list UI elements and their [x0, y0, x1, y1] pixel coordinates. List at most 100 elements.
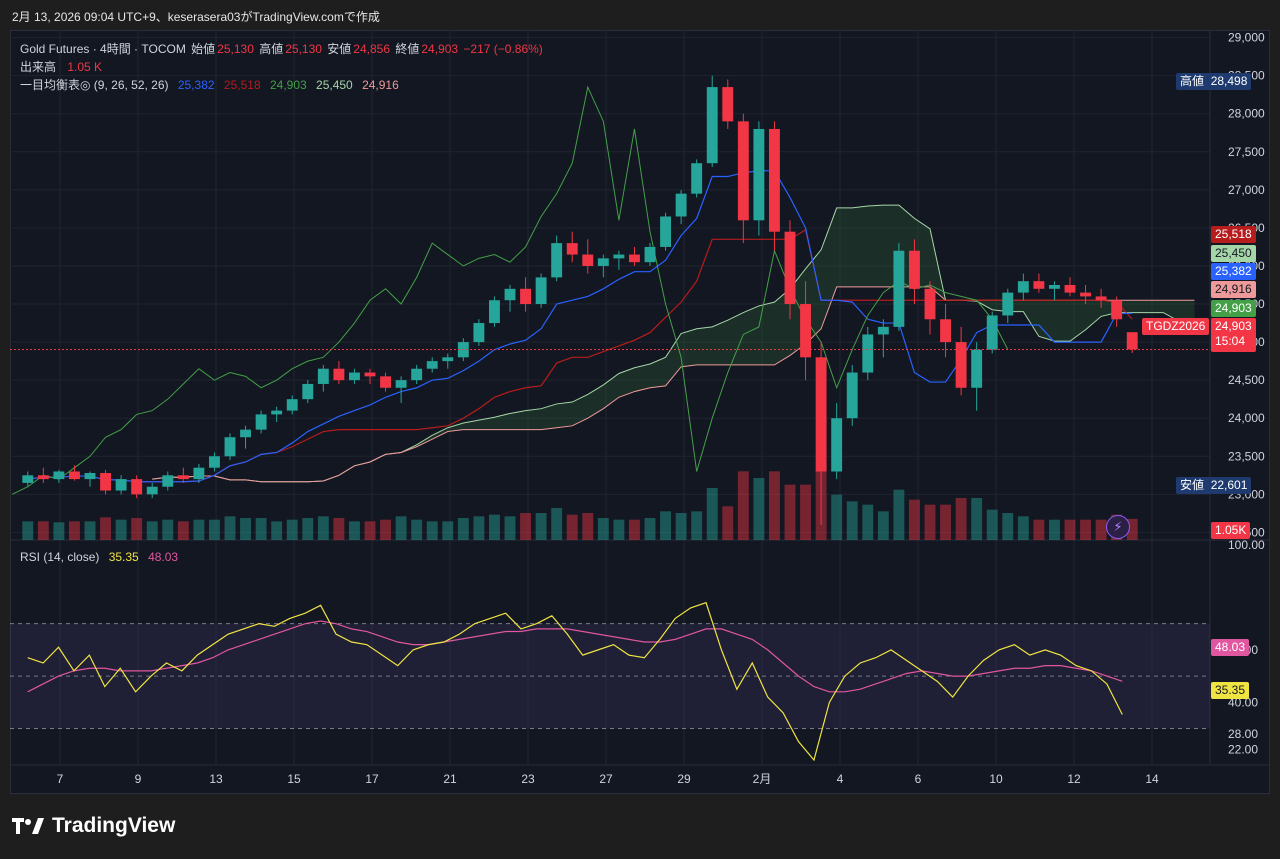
rsi-tick: 28.00 [1228, 727, 1258, 741]
high-tag-value: 28,498 [1210, 74, 1248, 88]
candle-body [84, 473, 96, 480]
volume-bar [364, 521, 376, 540]
volume-bar [535, 513, 547, 540]
volume-bar [37, 521, 49, 540]
candle-body [395, 380, 407, 388]
tradingview-mark-icon [12, 818, 44, 834]
volume-bar [877, 511, 889, 540]
countdown-value: 15:04 [1215, 334, 1246, 348]
candle-body [753, 128, 765, 221]
volume-bar [1017, 516, 1029, 540]
volume-bar [84, 521, 96, 540]
volume-bar [629, 519, 640, 540]
chikou-tag: 25,450 [1211, 245, 1256, 262]
candle-body [442, 357, 454, 362]
ichimoku-label[interactable]: 一目均衡表◎ (9, 26, 52, 26) [20, 78, 169, 92]
ichimoku-span-a: 25,450 [316, 78, 353, 92]
volume-bar [1095, 519, 1107, 540]
candle-body [1080, 292, 1091, 297]
volume-bar [224, 516, 236, 540]
candle-body [893, 250, 905, 327]
price-tick: 24,000 [1228, 411, 1265, 425]
ichimoku-chikou: 24,903 [269, 78, 307, 92]
candle-body [877, 326, 889, 335]
volume-bar [753, 478, 765, 540]
candle-body [193, 467, 205, 480]
candle-body [22, 475, 34, 483]
ichimoku-kijun: 25,518 [223, 78, 261, 92]
candle-body [986, 315, 998, 350]
volume-legend: 出来高 1.05 K [20, 58, 104, 75]
candle-body [489, 300, 500, 324]
candle-body [333, 368, 345, 381]
open-value: 25,130 [217, 42, 254, 56]
candle-body [971, 349, 983, 388]
lightning-icon[interactable]: ⚡ [1106, 515, 1130, 539]
tenkan-tag: 25,382 [1211, 263, 1256, 280]
volume-bar [737, 471, 749, 540]
symbol-name[interactable]: Gold Futures · 4時間 · TOCOM [20, 42, 186, 56]
time-tick: 27 [599, 772, 613, 786]
volume-bar [504, 516, 516, 540]
candle-body [675, 193, 687, 217]
candle-body [706, 87, 718, 164]
candle-body [255, 414, 267, 430]
candle-body [146, 486, 158, 495]
ichimoku-lines [12, 85, 1133, 495]
span-a-line [152, 204, 1195, 483]
volume-bar [53, 522, 65, 540]
price-tick: 23,500 [1228, 449, 1265, 463]
volume-tag: 1.05K [1211, 522, 1251, 539]
time-tick: 4 [837, 772, 844, 786]
candle-body [131, 479, 143, 495]
volume-bar [162, 519, 174, 540]
volume-bar [22, 521, 34, 540]
rsi-label[interactable]: RSI (14, close) [20, 550, 100, 564]
candle-body [37, 475, 49, 480]
candle-body [209, 456, 220, 468]
candle-body [800, 304, 811, 358]
candle-body [940, 319, 951, 343]
time-tick: 29 [677, 772, 691, 786]
candle-body [737, 121, 749, 221]
candle-body [955, 342, 967, 388]
candle-body [831, 418, 843, 472]
volume-bar [1080, 519, 1091, 540]
low-tag: 安値 22,601 [1176, 477, 1252, 494]
volume-label[interactable]: 出来高 [20, 60, 57, 74]
volume-bar [193, 519, 205, 540]
tenkan-line [27, 170, 1133, 483]
candle-body [1111, 300, 1123, 320]
volume-bar [955, 498, 967, 540]
chart-caption: 2月 13, 2026 09:04 UTC+9、keserasera03がTra… [12, 10, 380, 24]
volume-bar [769, 471, 780, 540]
volume-bar [551, 508, 563, 540]
candle-body [364, 372, 376, 377]
time-tick: 14 [1145, 772, 1159, 786]
tradingview-logo[interactable]: TradingView [12, 814, 175, 838]
candle-body [722, 87, 734, 122]
volume-bar [209, 519, 220, 540]
volume-bar [644, 518, 656, 540]
volume-bar [706, 488, 718, 540]
rsi-line [27, 601, 1123, 762]
last-price-tag: 24,903 15:04 [1211, 318, 1256, 352]
volume-bar [520, 513, 531, 540]
volume-bar [69, 521, 80, 540]
volume-bar [675, 513, 687, 540]
volume-bar [115, 519, 127, 540]
candle-body [271, 410, 283, 415]
candle-body [162, 475, 174, 487]
cloud-fill [152, 205, 1195, 482]
volume-bar [566, 514, 578, 540]
chart-frame [10, 30, 1270, 794]
low-value: 24,856 [353, 42, 390, 56]
close-value: 24,903 [421, 42, 459, 56]
candle-body [613, 254, 625, 259]
rsi-tag: 35.35 [1211, 682, 1250, 699]
volume-bar [255, 518, 267, 540]
rsi-ma-line [27, 620, 1123, 693]
ichimoku-tenkan: 25,382 [177, 78, 215, 92]
rsi-tick: 22.00 [1228, 743, 1258, 757]
chart-canvas[interactable]: 29,00028,50028,00027,50027,00026,50026,0… [10, 30, 1270, 794]
